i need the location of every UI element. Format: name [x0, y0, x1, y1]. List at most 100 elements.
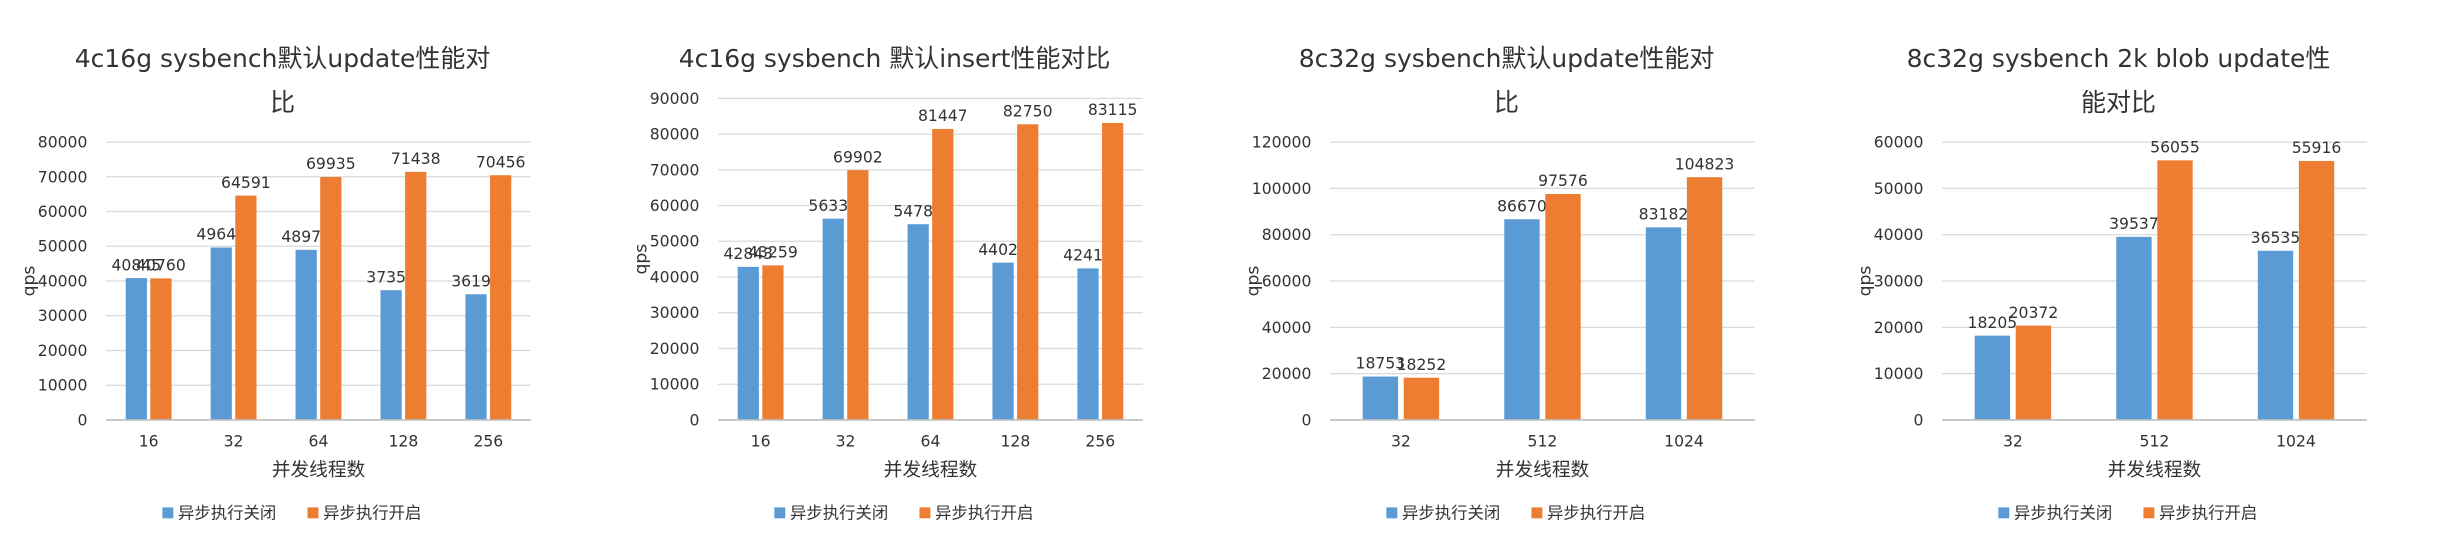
legend-swatch [1386, 507, 1398, 519]
y-tick-label: 0 [689, 411, 699, 429]
bar [822, 218, 844, 420]
data-label: 36195 [451, 272, 501, 290]
y-tick-label: 0 [1301, 411, 1311, 429]
y-tick-label: 60000 [38, 203, 88, 221]
data-label: 55916 [2292, 139, 2342, 157]
data-label: 37358 [366, 268, 416, 286]
bar [2157, 160, 2193, 420]
data-label: 18205 [1968, 314, 2018, 332]
y-tick-label: 80000 [650, 126, 700, 144]
bar [737, 266, 759, 420]
data-label: 20372 [2009, 304, 2059, 322]
legend-swatch [1998, 507, 2010, 519]
y-tick-label: 0 [77, 411, 87, 429]
chart-title: 8c32g sysbench默认update性能对比 [1298, 43, 1715, 118]
y-tick-label: 50000 [1874, 180, 1924, 198]
legend-swatch [2143, 507, 2155, 519]
y-tick-label: 70000 [38, 168, 88, 186]
bar [992, 262, 1014, 420]
x-tick-label: 128 [389, 433, 419, 451]
chart-title: 4c16g sysbench 默认insert性能对比 [678, 43, 1111, 74]
bar [1077, 268, 1099, 420]
y-axis-title: qps [631, 244, 651, 275]
data-label: 44029 [978, 241, 1028, 259]
data-label: 83182 [1639, 206, 1689, 224]
data-label: 54788 [893, 202, 943, 220]
bar [320, 177, 342, 420]
y-tick-label: 10000 [38, 377, 88, 395]
data-label: 56055 [2150, 139, 2200, 157]
legend-label: 异步执行开启 [323, 503, 421, 522]
data-label: 42843 [723, 245, 773, 263]
x-tick-label: 32 [1391, 433, 1411, 451]
x-tick-label: 16 [751, 433, 771, 451]
legend-swatch [774, 507, 786, 519]
legend-swatch [1531, 507, 1543, 519]
bar [762, 265, 784, 420]
chart-title: 4c16g sysbench默认update性能对比 [74, 43, 491, 118]
bar [1504, 219, 1540, 420]
x-tick-label: 128 [1001, 433, 1031, 451]
legend-swatch [919, 507, 931, 519]
x-axis-title: 并发线程数 [1496, 460, 1590, 481]
legend-label: 异步执行关闭 [790, 503, 888, 522]
data-label: 49649 [196, 226, 246, 244]
data-label: 48975 [281, 228, 331, 246]
data-label: 86670 [1497, 197, 1547, 215]
data-label: 70456 [476, 153, 526, 171]
x-tick-label: 16 [139, 433, 159, 451]
legend-label: 异步执行开启 [2159, 503, 2257, 522]
data-label: 18753 [1356, 355, 1406, 373]
legend-swatch [307, 507, 319, 519]
y-tick-label: 120000 [1252, 134, 1312, 152]
y-axis-title: qps [1855, 266, 1875, 297]
data-label: 39537 [2109, 215, 2159, 233]
legend-label: 异步执行关闭 [1402, 503, 1500, 522]
data-label: 83115 [1088, 101, 1138, 119]
bar [210, 247, 232, 420]
y-tick-label: 40000 [1874, 226, 1924, 244]
y-tick-label: 30000 [38, 307, 88, 325]
data-label: 69902 [833, 148, 883, 166]
y-tick-label: 10000 [650, 376, 700, 394]
bar [490, 175, 512, 420]
chart-title: 8c32g sysbench 2k blob update性能对比 [1906, 43, 2331, 118]
y-tick-label: 10000 [1874, 365, 1924, 383]
chart: 0 20000 40000 60000 80000 100000 120000 qps 32 18… [1243, 134, 1755, 522]
y-tick-label: 20000 [1262, 365, 1312, 383]
y-tick-label: 40000 [38, 272, 88, 290]
y-tick-label: 20000 [650, 340, 700, 358]
data-label: 56333 [808, 197, 858, 215]
legend-swatch [162, 507, 174, 519]
bar [932, 128, 954, 420]
x-tick-label: 32 [224, 433, 244, 451]
bar [125, 278, 147, 420]
legend-label: 异步执行关闭 [178, 503, 276, 522]
bar [235, 195, 257, 420]
bar [2298, 160, 2335, 420]
x-axis-title: 并发线程数 [272, 460, 366, 481]
y-tick-label: 50000 [38, 238, 88, 256]
legend-label: 异步执行开启 [1547, 503, 1645, 522]
chart-panel: 4c16g sysbench默认update性能对比 0 10000 20000 300… [0, 0, 612, 534]
bar [907, 224, 929, 420]
bar [1974, 335, 2011, 420]
data-label: 81447 [918, 107, 968, 125]
x-axis-title: 并发线程数 [2108, 460, 2202, 481]
y-tick-label: 30000 [650, 304, 700, 322]
bar [2257, 250, 2294, 420]
chart-panel: 8c32g sysbench默认update性能对比 0 20000 40000 600… [1224, 0, 1836, 534]
y-axis-title: qps [19, 266, 39, 297]
x-tick-label: 512 [2140, 433, 2170, 451]
data-label: 40845 [111, 256, 161, 274]
y-tick-label: 40000 [1262, 319, 1312, 337]
data-label: 43259 [748, 244, 798, 262]
y-tick-label: 20000 [1874, 319, 1924, 337]
x-tick-label: 1024 [1664, 433, 1704, 451]
y-axis-title: qps [1243, 266, 1263, 297]
x-tick-label: 256 [1085, 433, 1115, 451]
bar [1545, 193, 1581, 420]
data-label: 104823 [1675, 155, 1735, 173]
bar [1645, 227, 1682, 420]
